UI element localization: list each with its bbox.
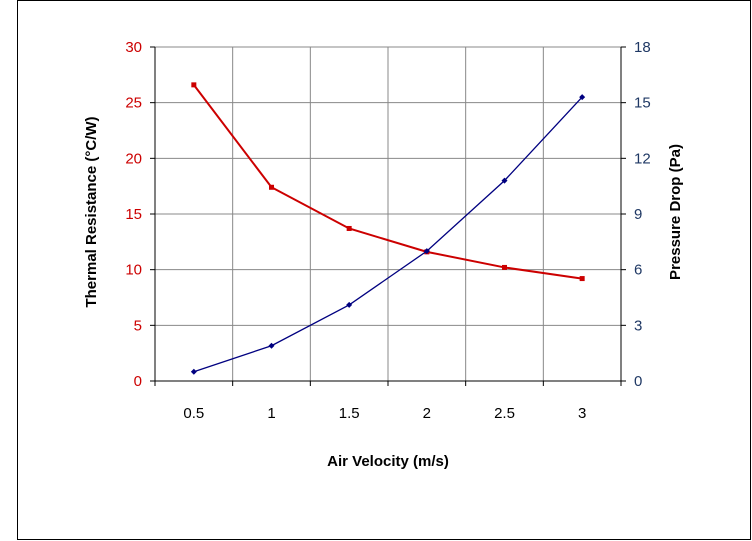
data-point-marker: [579, 94, 586, 101]
data-point-marker: [423, 248, 430, 255]
series-line: [193, 96, 583, 373]
data-point-marker: [268, 342, 275, 349]
x-tick-label: 2.5: [494, 405, 515, 422]
right-tick-label: 9: [634, 206, 642, 223]
series-line: [193, 84, 583, 280]
left-tick-label: 0: [134, 373, 142, 390]
grid-lines: [154, 46, 622, 382]
left-tick-label: 10: [125, 262, 142, 279]
left-tick-label: 20: [125, 150, 142, 167]
left-tick-label: 5: [134, 317, 142, 334]
right-tick-label: 18: [634, 39, 651, 56]
data-point-marker: [579, 276, 585, 282]
right-tick-label: 0: [634, 373, 642, 390]
right-tick-label: 15: [634, 95, 651, 112]
data-point-marker: [346, 225, 352, 231]
data-point-marker: [501, 177, 508, 184]
right-tick-label: 12: [634, 150, 651, 167]
right-tick-label: 6: [634, 262, 642, 279]
data-point-marker: [190, 368, 197, 375]
data-point-marker: [502, 264, 507, 270]
data-point-marker: [346, 301, 353, 308]
left-y-axis-title: Thermal Resistance (°C/W): [83, 116, 100, 307]
x-tick-label: 2: [423, 405, 431, 422]
right-axis-ticks: 0 3 6 9 12 15 18: [621, 39, 651, 390]
x-tick-label: 1: [267, 405, 275, 422]
data-point-marker: [191, 82, 197, 88]
left-tick-label: 30: [125, 39, 142, 56]
x-axis-ticks: 0.5 1 1.5 2 2.5 3: [154, 381, 622, 422]
x-tick-label: 0.5: [183, 405, 204, 422]
data-point-marker: [269, 184, 274, 190]
left-tick-label: 15: [125, 206, 142, 223]
x-tick-label: 3: [578, 405, 586, 422]
x-tick-label: 1.5: [339, 405, 360, 422]
left-axis-ticks: 0 5 10 15 20 25 30: [125, 39, 155, 390]
left-tick-label: 25: [125, 95, 142, 112]
right-y-axis-title: Pressure Drop (Pa): [667, 144, 684, 280]
series-2: [190, 94, 586, 375]
x-axis-title: Air Velocity (m/s): [327, 453, 449, 470]
right-tick-label: 3: [634, 317, 642, 334]
series-layer: [190, 82, 586, 375]
